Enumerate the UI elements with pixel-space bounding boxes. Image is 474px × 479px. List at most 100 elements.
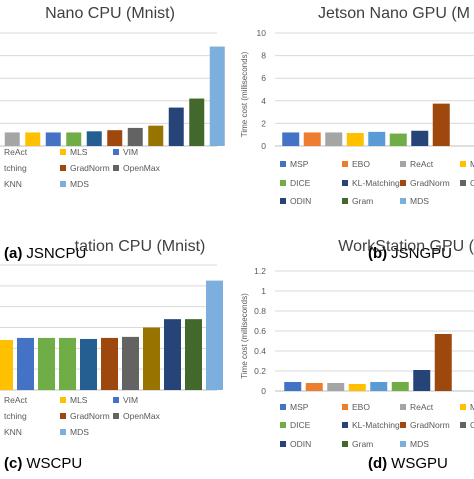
caption-text: WSCPU	[26, 455, 82, 472]
legend-label: GradNorm	[410, 420, 450, 430]
legend-label: ODIN	[290, 439, 311, 449]
y-tick-label: 0.2	[254, 366, 266, 376]
bar-ebo	[305, 383, 323, 391]
figure-caption: (c) WSCPU	[4, 455, 82, 472]
legend-label: KL-Matching	[352, 420, 400, 430]
legend-label: MDS	[70, 179, 89, 189]
caption-tag: (a)	[4, 245, 22, 262]
legend-swatch	[342, 161, 348, 167]
legend-swatch	[460, 422, 466, 428]
y-tick-label: 0.4	[254, 346, 266, 356]
figure-caption: (a) JSNCPU	[4, 245, 86, 262]
chart-title: Jetson Nano GPU (M	[318, 5, 470, 22]
bar-odin	[168, 107, 184, 146]
y-tick-label: 1.2	[254, 266, 266, 276]
y-tick-label: 2	[261, 118, 266, 128]
y-tick-label: 0.8	[254, 306, 266, 316]
caption-text: JSNGPU	[391, 245, 452, 262]
legend-label: VIM	[123, 395, 138, 405]
y-axis-label: Time cost (milliseconds)	[240, 293, 249, 379]
bar-gradnorm	[432, 103, 450, 146]
y-tick-label: 4	[261, 96, 266, 106]
legend-swatch	[400, 161, 406, 167]
bar-odin	[164, 319, 181, 390]
bar-mls	[25, 132, 41, 146]
bar-kl-matching	[86, 131, 102, 146]
legend-swatch	[60, 165, 66, 171]
bar-react	[0, 340, 13, 390]
bar-openmax	[122, 336, 139, 390]
chart-title: Nano CPU (Mnist)	[45, 5, 175, 22]
legend-swatch	[400, 180, 406, 186]
caption-text: JSNCPU	[26, 245, 86, 262]
legend-swatch	[113, 149, 119, 155]
bar-mls	[17, 337, 34, 390]
legend-label: tching	[4, 411, 27, 421]
legend-label: EBO	[352, 159, 370, 169]
legend-swatch	[280, 198, 286, 204]
bar-kl-matching	[80, 338, 97, 390]
bar-vim	[368, 131, 386, 146]
legend-label: KL-Matching	[352, 178, 400, 188]
y-tick-label: 1	[261, 286, 266, 296]
legend-swatch	[60, 149, 66, 155]
legend-swatch	[460, 404, 466, 410]
legend-swatch	[280, 180, 286, 186]
bar-vim	[38, 337, 55, 390]
bar-react	[325, 132, 343, 146]
legend-label: MLS	[70, 147, 88, 157]
legend-swatch	[113, 165, 119, 171]
legend-swatch	[280, 404, 286, 410]
y-tick-label: 0.6	[254, 326, 266, 336]
legend-label: ReAct	[4, 147, 28, 157]
legend-label: GradNorm	[70, 411, 110, 421]
bar-gram	[189, 98, 205, 146]
legend-swatch	[342, 180, 348, 186]
bar-dice	[59, 337, 76, 390]
legend-swatch	[60, 397, 66, 403]
legend-label: DICE	[290, 178, 311, 188]
legend-label: MLS	[70, 395, 88, 405]
caption-tag: (c)	[4, 455, 22, 472]
legend-label: KNN	[4, 179, 22, 189]
bar-gradnorm	[107, 130, 123, 146]
legend-label: O	[470, 178, 474, 188]
legend-swatch	[113, 397, 119, 403]
figure-caption: (d) WSGPU	[368, 455, 448, 472]
legend-label: VIM	[123, 147, 138, 157]
legend-swatch	[460, 161, 466, 167]
legend-label: M	[470, 159, 474, 169]
figure-caption: (b) JSNGPU	[368, 245, 452, 262]
legend-label: O	[470, 420, 474, 430]
legend-label: MSP	[290, 402, 309, 412]
bar-openmax	[127, 127, 143, 146]
caption-tag: (b)	[368, 245, 387, 262]
bar-dice	[389, 133, 407, 146]
bar-mls	[346, 133, 364, 146]
bar-react	[327, 383, 345, 391]
bar-mds	[209, 46, 225, 147]
caption-text: WSGPU	[391, 455, 448, 472]
legend-label: GradNorm	[410, 178, 450, 188]
legend-swatch	[400, 441, 406, 447]
legend-swatch	[342, 422, 348, 428]
bar-dice	[66, 132, 82, 146]
chart-title: WorkStation GPU (	[338, 238, 474, 255]
bar-vim	[45, 132, 61, 146]
legend-label: OpenMax	[123, 163, 161, 173]
legend-label: EBO	[352, 402, 370, 412]
legend-label: ReAct	[4, 395, 28, 405]
chart-title: tation CPU (Mnist)	[75, 238, 206, 255]
legend-label: MDS	[410, 439, 429, 449]
legend-swatch	[400, 198, 406, 204]
bar-gradnorm	[101, 337, 118, 390]
legend-swatch	[460, 180, 466, 186]
legend-swatch	[342, 404, 348, 410]
legend-label: ODIN	[290, 196, 311, 206]
legend-label: GradNorm	[70, 163, 110, 173]
bar-mds	[206, 280, 223, 390]
legend-label: tching	[4, 163, 27, 173]
legend-swatch	[113, 413, 119, 419]
